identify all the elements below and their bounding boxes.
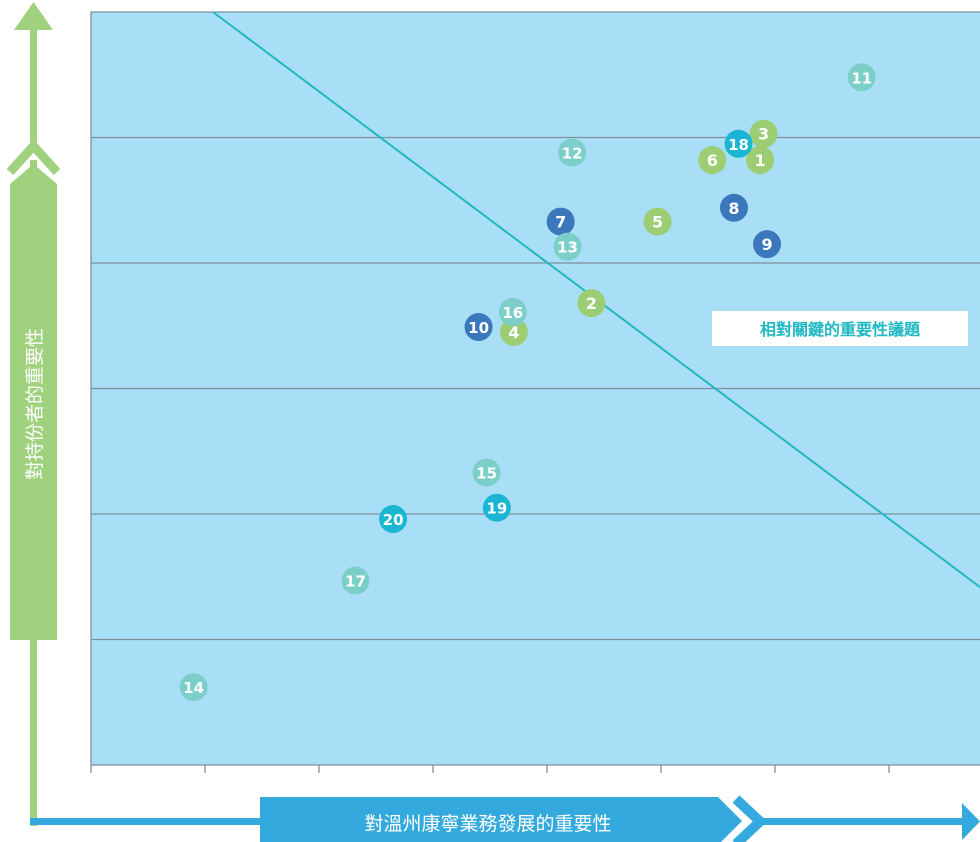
data-point-label: 17 xyxy=(345,573,366,591)
data-point-marker xyxy=(379,505,408,534)
x-axis-arrowhead xyxy=(962,803,980,840)
data-point-marker xyxy=(847,63,876,92)
data-point-marker xyxy=(498,297,527,326)
data-point-19: 19 xyxy=(482,493,511,522)
data-point-marker xyxy=(179,673,208,702)
y-axis-label-box xyxy=(10,164,57,640)
y-axis-chevron xyxy=(6,139,61,176)
data-point-11: 11 xyxy=(847,63,876,92)
data-point-4: 4 xyxy=(499,318,528,347)
data-point-label: 19 xyxy=(486,500,507,518)
data-point-label: 11 xyxy=(851,69,872,87)
data-point-label: 8 xyxy=(728,199,739,218)
data-point-label: 10 xyxy=(468,319,489,337)
threshold-line xyxy=(212,11,980,589)
x-axis-title: 對溫州康寧業務發展的重要性 xyxy=(364,813,611,835)
data-point-marker xyxy=(577,289,606,318)
data-point-3: 3 xyxy=(749,119,778,148)
grid-lines xyxy=(90,11,980,766)
data-point-15: 15 xyxy=(472,458,501,487)
data-point-label: 4 xyxy=(508,323,519,342)
data-point-marker xyxy=(499,318,528,347)
data-point-marker xyxy=(746,146,775,175)
data-point-label: 16 xyxy=(502,304,523,322)
data-point-label: 3 xyxy=(758,125,769,144)
data-point-label: 1 xyxy=(755,151,766,170)
data-point-marker xyxy=(698,146,727,175)
data-point-marker xyxy=(719,193,748,222)
y-axis-arrow: 對持份者的重要性 xyxy=(6,2,61,826)
x-axis-chevron xyxy=(732,795,768,842)
data-point-18: 18 xyxy=(724,129,753,158)
x-axis-label-box xyxy=(260,797,742,842)
data-point-7: 7 xyxy=(546,207,575,236)
data-point-label: 15 xyxy=(476,465,497,483)
data-point-marker xyxy=(472,458,501,487)
data-point-marker xyxy=(558,138,587,167)
data-point-12: 12 xyxy=(558,138,587,167)
data-point-13: 13 xyxy=(553,232,582,261)
data-point-label: 12 xyxy=(562,145,583,163)
data-point-8: 8 xyxy=(719,193,748,222)
threshold-label: 相對關鍵的重要性議題 xyxy=(712,311,968,346)
data-point-9: 9 xyxy=(753,230,782,259)
data-point-label: 7 xyxy=(555,213,566,232)
data-point-label: 13 xyxy=(557,239,578,257)
data-point-marker xyxy=(753,230,782,259)
x-axis-ticks xyxy=(90,765,890,773)
data-point-marker xyxy=(643,207,672,236)
data-point-label: 5 xyxy=(652,213,663,232)
data-point-1: 1 xyxy=(746,146,775,175)
x-axis-arrow: 對溫州康寧業務發展的重要性 xyxy=(30,795,980,842)
data-point-marker xyxy=(482,493,511,522)
data-point-17: 17 xyxy=(341,566,370,595)
data-point-label: 9 xyxy=(761,235,772,254)
data-point-20: 20 xyxy=(379,505,408,534)
data-point-2: 2 xyxy=(577,289,606,318)
data-point-5: 5 xyxy=(643,207,672,236)
data-point-marker xyxy=(546,207,575,236)
y-axis-arrowhead xyxy=(14,2,53,30)
data-point-6: 6 xyxy=(698,146,727,175)
data-point-label: 20 xyxy=(383,511,404,529)
data-point-marker xyxy=(724,129,753,158)
y-axis-title: 對持份者的重要性 xyxy=(24,328,46,480)
data-point-14: 14 xyxy=(179,673,208,702)
data-point-label: 6 xyxy=(707,151,718,170)
data-point-marker xyxy=(749,119,778,148)
data-point-16: 16 xyxy=(498,297,527,326)
data-point-label: 14 xyxy=(183,679,204,697)
data-point-marker xyxy=(464,313,493,342)
data-point-10: 10 xyxy=(464,313,493,342)
data-point-label: 18 xyxy=(728,136,749,154)
data-point-label: 2 xyxy=(586,294,597,313)
data-point-marker xyxy=(553,232,582,261)
threshold-label-text: 相對關鍵的重要性議題 xyxy=(760,320,921,339)
data-point-marker xyxy=(341,566,370,595)
